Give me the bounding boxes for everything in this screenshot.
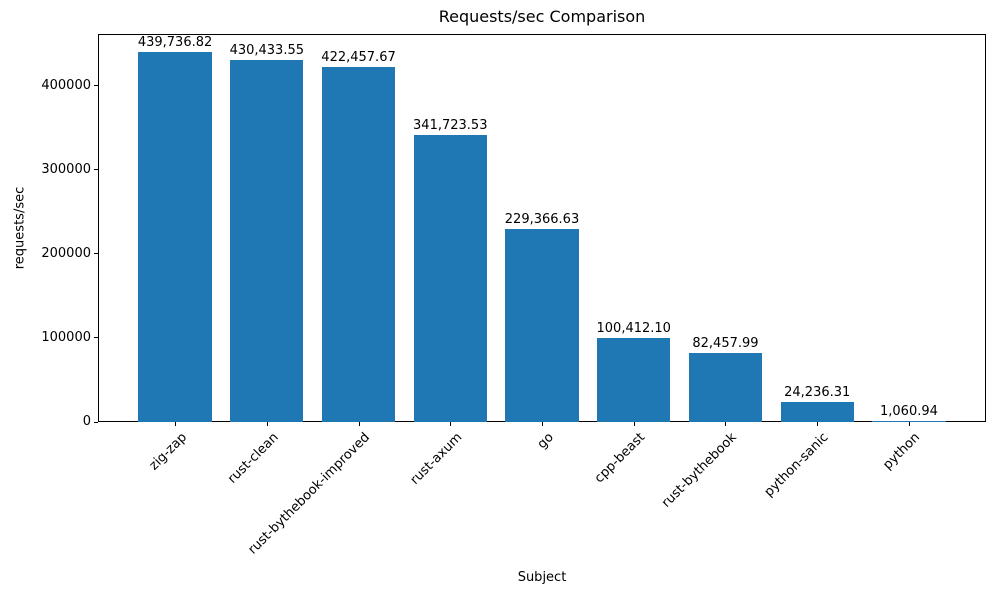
bar-value-label: 24,236.31 xyxy=(784,385,851,400)
bar-value-label: 82,457.99 xyxy=(692,336,759,351)
bar-value-label: 430,433.55 xyxy=(229,43,304,58)
y-tick-mark xyxy=(94,337,98,339)
bar-value-label: 100,412.10 xyxy=(596,321,671,336)
bar xyxy=(597,338,671,422)
y-tick-mark xyxy=(94,169,98,171)
bar-value-label: 439,736.82 xyxy=(137,35,213,50)
x-tick-mark xyxy=(725,422,727,426)
x-tick-mark xyxy=(908,422,910,426)
x-tick-label: rust-clean xyxy=(224,430,282,487)
bar-value-label: 341,723.53 xyxy=(413,118,488,133)
bar xyxy=(688,353,763,422)
bar-value-label: 229,366.63 xyxy=(504,212,580,227)
x-tick-mark xyxy=(817,422,819,426)
y-tick-mark xyxy=(94,421,98,423)
x-tick-mark xyxy=(542,422,543,426)
bar xyxy=(780,402,854,422)
y-tick-label: 0 xyxy=(82,414,91,429)
bar xyxy=(872,421,946,422)
y-axis-label: requests/sec xyxy=(12,186,28,270)
y-tick-mark xyxy=(94,253,98,255)
y-tick-label: 400000 xyxy=(41,77,91,93)
x-tick-label: python-sanic xyxy=(761,430,832,500)
x-tick-label: python xyxy=(880,430,924,473)
x-tick-label: zig-zap xyxy=(146,430,190,474)
y-tick-label: 200000 xyxy=(41,245,91,261)
x-tick-label: rust-axum xyxy=(407,430,465,488)
bar xyxy=(138,52,212,422)
bar-value-label: 1,060.94 xyxy=(879,404,938,419)
x-tick-mark xyxy=(358,422,360,426)
y-tick-label: 100000 xyxy=(41,329,91,345)
y-tick-mark xyxy=(94,85,98,87)
bar xyxy=(321,67,396,422)
bar-value-label: 422,457.67 xyxy=(321,50,396,65)
x-tick-mark xyxy=(266,422,268,426)
bar xyxy=(230,60,304,422)
x-tick-mark xyxy=(633,422,635,426)
x-axis-label: Subject xyxy=(517,570,567,585)
bar xyxy=(413,135,487,422)
x-tick-label: go xyxy=(534,430,557,453)
x-tick-mark xyxy=(175,422,177,426)
x-tick-label: rust-bythebook xyxy=(659,430,741,511)
y-tick-label: 300000 xyxy=(41,161,91,177)
chart-title: Requests/sec Comparison xyxy=(438,7,646,26)
bar xyxy=(505,229,579,422)
x-tick-mark xyxy=(450,422,452,426)
x-tick-label: cpp-beast xyxy=(592,430,649,487)
